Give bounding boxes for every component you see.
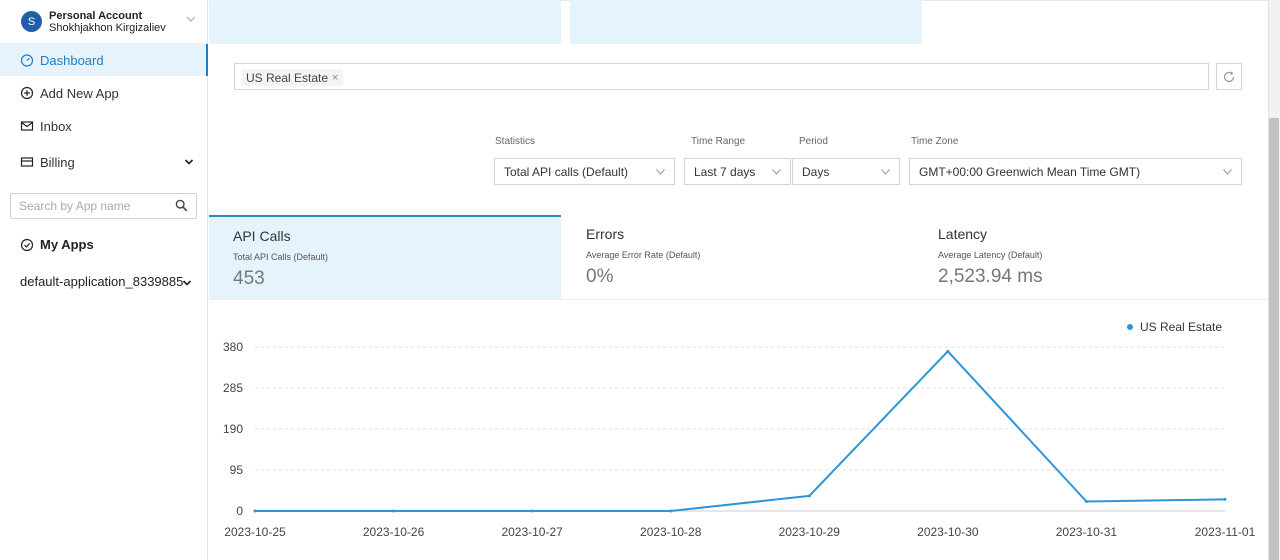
chart-legend[interactable]: US Real Estate — [1127, 320, 1222, 334]
filter-tag: US Real Estate × — [241, 69, 344, 86]
stat-card-errors[interactable]: Errors Average Error Rate (Default) 0% — [562, 215, 914, 299]
stat-title: Errors — [586, 226, 625, 242]
data-point — [1223, 497, 1227, 501]
account-title: Personal Account — [49, 9, 143, 22]
sidebar-item-label: Inbox — [40, 118, 72, 134]
stat-card-latency[interactable]: Latency Average Latency (Default) 2,523.… — [914, 215, 1266, 299]
search-input[interactable] — [10, 193, 197, 219]
chevron-down-icon — [182, 280, 192, 286]
sidebar-item-add-new-app[interactable]: Add New App — [0, 77, 208, 109]
check-circle-icon — [20, 238, 34, 252]
sidebar-item-label: Add New App — [40, 85, 119, 101]
sidebar-item-label: Dashboard — [40, 52, 104, 68]
stat-card-api-calls[interactable]: API Calls Total API Calls (Default) 453 — [209, 215, 561, 299]
refresh-icon — [1223, 70, 1235, 82]
x-tick-label: 2023-10-27 — [501, 525, 563, 539]
dashboard-icon — [20, 53, 34, 67]
api-filter-input[interactable]: US Real Estate × — [234, 63, 1209, 90]
time-zone-value: GMT+00:00 Greenwich Mean Time GMT) — [919, 164, 1141, 179]
legend-label: US Real Estate — [1140, 320, 1223, 334]
data-point — [669, 509, 673, 513]
stat-subtitle: Average Error Rate (Default) — [586, 250, 701, 260]
time-zone-label: Time Zone — [911, 136, 959, 147]
my-apps-heading: My Apps — [20, 237, 94, 252]
time-zone-select[interactable]: GMT+00:00 Greenwich Mean Time GMT) — [909, 158, 1242, 185]
stat-value: 2,523.94 ms — [938, 266, 1043, 287]
x-tick-label: 2023-10-28 — [640, 525, 702, 539]
stat-title: Latency — [938, 226, 988, 242]
my-apps-label: My Apps — [40, 237, 94, 252]
account-name: Shokhjakhon Kirgizaliev — [49, 21, 166, 34]
chevron-down-icon — [1223, 169, 1232, 175]
sidebar-item-billing[interactable]: Billing — [0, 146, 208, 178]
tag-remove-icon[interactable]: × — [332, 71, 339, 84]
stat-subtitle: Total API Calls (Default) — [233, 252, 329, 262]
search-icon[interactable] — [175, 199, 188, 212]
y-tick-label: 190 — [223, 422, 243, 436]
x-tick-label: 2023-10-25 — [224, 525, 286, 539]
data-point — [807, 494, 811, 498]
top-panel-left — [209, 0, 561, 44]
sidebar-item-label: Billing — [40, 154, 75, 170]
x-tick-label: 2023-11-01 — [1195, 525, 1256, 539]
refresh-button[interactable] — [1216, 63, 1242, 90]
stat-subtitle: Average Latency (Default) — [938, 250, 1043, 260]
period-select[interactable]: Days — [792, 158, 900, 185]
chevron-down-icon — [881, 169, 890, 175]
period-value: Days — [802, 164, 830, 179]
avatar: S — [21, 11, 42, 32]
x-tick-label: 2023-10-29 — [779, 525, 841, 539]
x-tick-label: 2023-10-31 — [1056, 525, 1118, 539]
top-panel-right — [570, 0, 922, 44]
time-range-label: Time Range — [691, 136, 746, 147]
statistics-select[interactable]: Total API calls (Default) — [494, 158, 675, 185]
y-tick-label: 0 — [236, 504, 243, 518]
y-tick-label: 285 — [223, 381, 243, 395]
scrollbar-thumb[interactable] — [1269, 118, 1279, 560]
billing-icon — [20, 155, 34, 169]
account-switcher[interactable]: S Personal Account Shokhjakhon Kirgizali… — [0, 0, 207, 44]
sidebar: S Personal Account Shokhjakhon Kirgizali… — [0, 0, 208, 560]
sidebar-item-dashboard[interactable]: Dashboard — [0, 44, 208, 76]
data-point — [530, 509, 534, 513]
x-tick-label: 2023-10-30 — [917, 525, 979, 539]
sidebar-item-inbox[interactable]: Inbox — [0, 110, 208, 142]
inbox-icon — [20, 119, 34, 133]
filter-tag-label: US Real Estate — [246, 70, 329, 85]
series-line — [255, 350, 1226, 512]
stat-title: API Calls — [233, 228, 291, 244]
stat-value: 0% — [586, 266, 614, 287]
stat-value: 453 — [233, 268, 265, 289]
stats-divider — [208, 299, 1268, 300]
app-item[interactable]: default-application_8339885 — [20, 274, 198, 289]
time-range-value: Last 7 days — [694, 164, 756, 179]
y-tick-label: 95 — [230, 463, 244, 477]
x-tick-label: 2023-10-26 — [363, 525, 425, 539]
time-range-select[interactable]: Last 7 days — [684, 158, 791, 185]
chevron-down-icon — [656, 169, 665, 175]
data-point — [392, 509, 396, 513]
chevron-down-icon — [186, 16, 196, 22]
statistics-label: Statistics — [495, 136, 536, 147]
legend-marker — [1127, 324, 1133, 330]
chevron-down-icon — [772, 169, 781, 175]
y-tick-label: 380 — [223, 340, 243, 354]
statistics-value: Total API calls (Default) — [504, 164, 629, 179]
chevron-down-icon — [184, 159, 194, 165]
app-item-label: default-application_8339885 — [20, 274, 184, 289]
data-point — [1084, 500, 1088, 504]
data-point — [946, 349, 950, 353]
plus-circle-icon — [20, 86, 34, 100]
api-calls-line-chart: 0 95 190 285 380 2023-10-25 2023-10-26 2023-10-… — [223, 340, 1256, 539]
data-point — [253, 509, 257, 513]
period-label: Period — [799, 136, 828, 147]
